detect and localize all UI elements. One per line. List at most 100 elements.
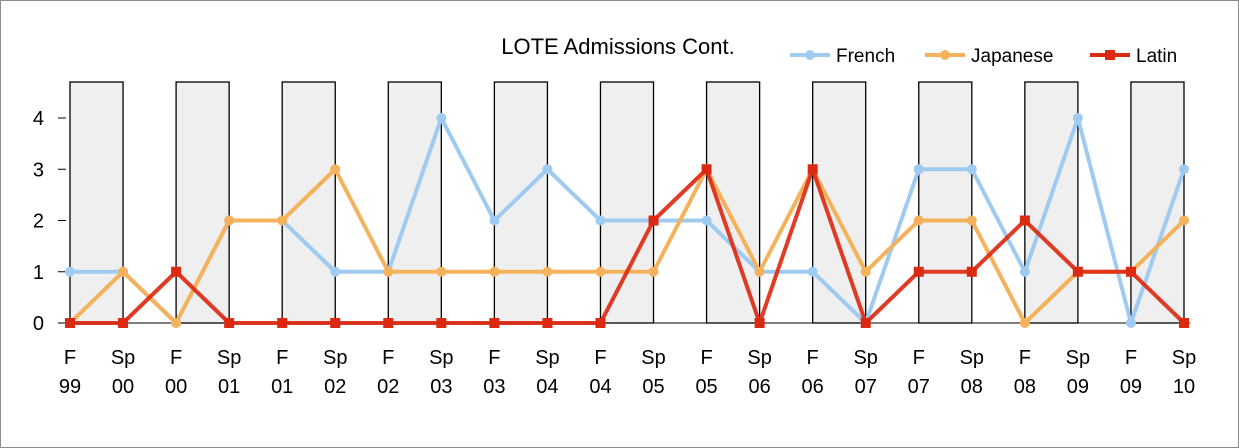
japanese-point [913, 215, 924, 226]
x-tick-label: F 03 [483, 347, 505, 398]
semester-band [1024, 81, 1079, 324]
x-tick-label: Sp 01 [217, 347, 241, 398]
latin-point [436, 318, 447, 328]
latin-point [224, 318, 235, 328]
legend-item-french: French [790, 46, 895, 67]
latin-point [1125, 266, 1136, 277]
latin-point [595, 318, 606, 328]
x-tick-label: F 08 [1014, 347, 1036, 398]
french-point [595, 215, 606, 226]
x-tick-label: Sp 07 [853, 347, 877, 398]
legend: French Japanese Latin [790, 46, 1177, 67]
japanese-point [171, 318, 182, 328]
legend-item-latin: Latin [1090, 46, 1177, 67]
y-axis: 0 1 2 3 4 [33, 108, 66, 335]
japanese-point [383, 266, 394, 277]
semester-band [69, 81, 124, 324]
legend-label: Latin [1136, 46, 1177, 67]
latin-point [171, 266, 182, 277]
latin-point [701, 164, 712, 175]
french-point [436, 113, 447, 123]
legend-swatch-marker [805, 50, 815, 60]
japanese-point [966, 215, 977, 226]
latin-point [118, 318, 129, 328]
legend-label: Japanese [971, 46, 1053, 67]
chart-title: LOTE Admissions Cont. [501, 34, 735, 59]
japanese-point [118, 266, 129, 277]
french-point [1125, 318, 1136, 328]
french-point [542, 164, 553, 175]
french-point [701, 215, 712, 226]
x-axis: F 99 Sp 00 F 00 Sp 01 F 01 Sp 02 F 02 Sp 03 F 03 Sp 04 F 04 Sp… [59, 347, 1196, 398]
series-layer [65, 113, 1189, 328]
japanese-point [277, 215, 288, 226]
x-tick-label: F 02 [377, 347, 399, 398]
latin-point [1019, 215, 1030, 226]
japanese-point [224, 215, 235, 226]
x-tick-label: Sp 04 [535, 347, 559, 398]
y-tick-label: 0 [33, 313, 44, 335]
legend-item-japanese: Japanese [925, 46, 1053, 67]
x-tick-label: Sp 09 [1066, 347, 1090, 398]
latin-point [913, 266, 924, 277]
french-point [1179, 164, 1189, 175]
semester-band [918, 81, 973, 324]
latin-point [277, 318, 288, 328]
x-tick-label: Sp 03 [429, 347, 453, 398]
french-point [1019, 266, 1030, 277]
latin-point [754, 318, 765, 328]
japanese-point [1019, 318, 1030, 328]
latin-point [383, 318, 394, 328]
legend-swatch-marker [1105, 50, 1115, 60]
japanese-point [436, 266, 447, 277]
x-tick-label: Sp 06 [747, 347, 771, 398]
x-tick-label: Sp 10 [1172, 347, 1196, 398]
japanese-point [489, 266, 500, 277]
latin-point [1179, 318, 1189, 328]
legend-swatch-marker [940, 50, 950, 60]
japanese-point [542, 266, 553, 277]
latin-point [489, 318, 500, 328]
semester-band [1130, 81, 1185, 324]
series-latin [65, 164, 1189, 328]
x-tick-label: Sp 08 [960, 347, 984, 398]
french-point [913, 164, 924, 175]
semester-band [493, 81, 549, 324]
x-tick-label: F 07 [908, 347, 930, 398]
japanese-point [330, 164, 341, 175]
semester-band [705, 81, 761, 324]
japanese-point [1179, 215, 1189, 226]
x-tick-label: F 00 [165, 347, 187, 398]
y-tick-label: 4 [33, 108, 44, 130]
semester-bands [69, 81, 1185, 324]
x-tick-label: F 99 [59, 347, 81, 398]
y-tick-label: 1 [33, 262, 44, 284]
x-tick-label: F 06 [802, 347, 824, 398]
latin-point [966, 266, 977, 277]
french-point [330, 266, 341, 277]
x-tick-label: F 05 [695, 347, 717, 398]
x-tick-label: Sp 00 [111, 347, 135, 398]
french-point [489, 215, 500, 226]
latin-point [330, 318, 341, 328]
x-tick-label: F 01 [271, 347, 293, 398]
semester-band [599, 81, 655, 324]
latin-point [1072, 266, 1083, 277]
y-tick-label: 3 [33, 159, 44, 181]
latin-point [542, 318, 553, 328]
french-point [65, 266, 75, 277]
latin-point [65, 318, 75, 328]
legend-label: French [836, 46, 895, 67]
semester-band [281, 81, 336, 324]
latin-line [70, 167, 1186, 325]
semester-band [175, 81, 230, 324]
semester-band [812, 81, 867, 324]
latin-point [648, 215, 659, 226]
japanese-point [595, 266, 606, 277]
japanese-point [754, 266, 765, 277]
japanese-point [860, 266, 871, 277]
x-tick-label: Sp 05 [641, 347, 665, 398]
x-tick-label: Sp 02 [323, 347, 347, 398]
x-tick-label: F 09 [1120, 347, 1142, 398]
